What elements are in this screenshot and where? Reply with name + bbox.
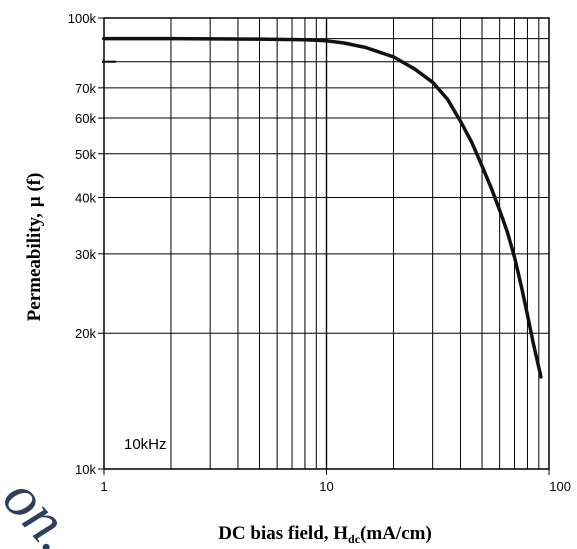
x-axis-title: DC bias field, Hdc(mA/cm) bbox=[218, 523, 432, 546]
permeability-curve bbox=[102, 36, 543, 379]
x-tick-labels: 1 10 100 bbox=[100, 469, 571, 494]
y-axis-title-main: Permeability, bbox=[24, 213, 45, 321]
y-tick-label-2: 30k bbox=[75, 247, 96, 262]
y-tick-label-3: 40k bbox=[75, 190, 96, 205]
x-tick-label-2: 100 bbox=[549, 479, 571, 494]
x-axis-title-main: DC bias field, H bbox=[218, 523, 348, 544]
x-tick-label-0: 1 bbox=[100, 479, 107, 494]
y-tick-label-1: 20k bbox=[75, 326, 96, 341]
y-tick-label-6: 70k bbox=[75, 81, 96, 96]
y-tick-label-0: 10k bbox=[75, 462, 96, 477]
y-axis-title-symbol: μ (f) bbox=[24, 173, 45, 208]
grid-lines bbox=[104, 18, 549, 469]
x-axis-title-subscript: dc bbox=[348, 532, 361, 546]
watermark: on. bbox=[0, 465, 90, 549]
y-axis-title: Permeability, μ (f) bbox=[24, 173, 45, 322]
x-tick-label-1: 10 bbox=[319, 479, 333, 494]
y-tick-labels: 10k 20k 30k 40k 50k 60k 70k 100k bbox=[68, 11, 104, 477]
frequency-annotation: 10kHz bbox=[124, 436, 167, 453]
y-tick-label-4: 50k bbox=[75, 147, 96, 162]
y-tick-label-5: 60k bbox=[75, 111, 96, 126]
x-axis-title-units: (mA/cm) bbox=[360, 523, 432, 544]
y-tick-label-7: 100k bbox=[68, 11, 97, 26]
